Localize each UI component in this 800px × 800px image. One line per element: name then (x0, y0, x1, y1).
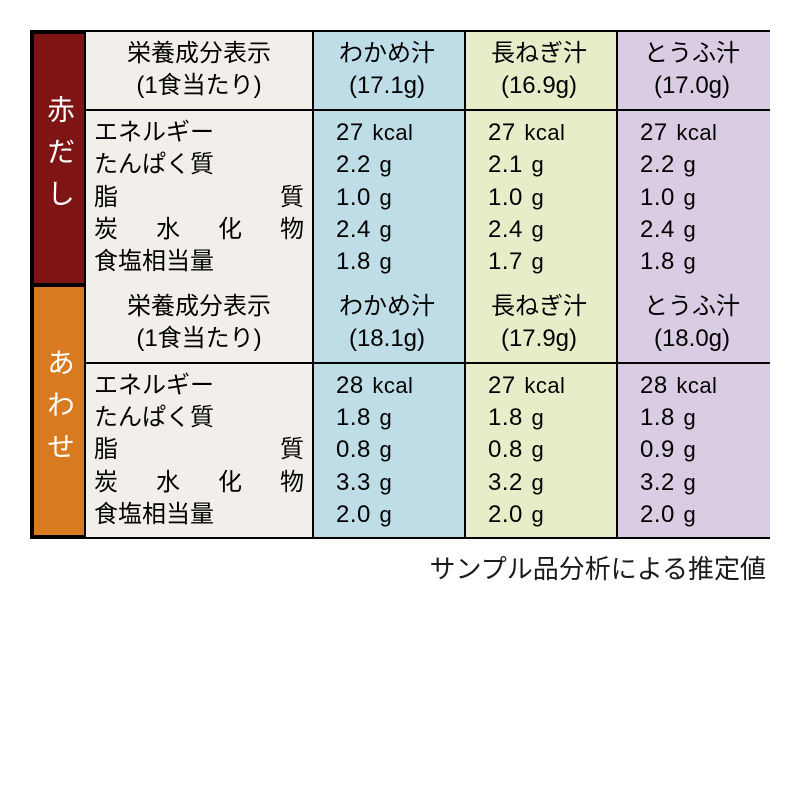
nutrient-values: 27 kcal2.2 g1.0 g2.4 g1.8 g (618, 111, 770, 285)
column-header: とうふ汁(18.0g) (618, 285, 770, 362)
nutrient-values: 28 kcal1.8 g0.9 g3.2 g2.0 g (618, 364, 770, 538)
footnote: サンプル品分析による推定値 (30, 549, 770, 586)
nutrition-table: 赤だし栄養成分表示(1食当たり)わかめ汁(17.1g)長ねぎ汁(16.9g)とう… (30, 30, 770, 539)
category-label: あわせ (32, 285, 86, 538)
column-header: 長ねぎ汁(17.9g) (466, 285, 618, 362)
nutrient-values: 27 kcal2.2 g1.0 g2.4 g1.8 g (314, 111, 466, 285)
column-header: わかめ汁(18.1g) (314, 285, 466, 362)
nutrient-labels: エネルギーたんぱく質脂質炭水化物食塩相当量 (86, 364, 314, 538)
header-label: 栄養成分表示(1食当たり) (86, 285, 314, 362)
nutrient-values: 27 kcal2.1 g1.0 g2.4 g1.7 g (466, 111, 618, 285)
category-label: 赤だし (32, 32, 86, 285)
nutrient-values: 28 kcal1.8 g0.8 g3.3 g2.0 g (314, 364, 466, 538)
column-header: 長ねぎ汁(16.9g) (466, 32, 618, 109)
nutrient-values: 27 kcal1.8 g0.8 g3.2 g2.0 g (466, 364, 618, 538)
header-label: 栄養成分表示(1食当たり) (86, 32, 314, 109)
nutrient-labels: エネルギーたんぱく質脂質炭水化物食塩相当量 (86, 111, 314, 285)
column-header: とうふ汁(17.0g) (618, 32, 770, 109)
column-header: わかめ汁(17.1g) (314, 32, 466, 109)
